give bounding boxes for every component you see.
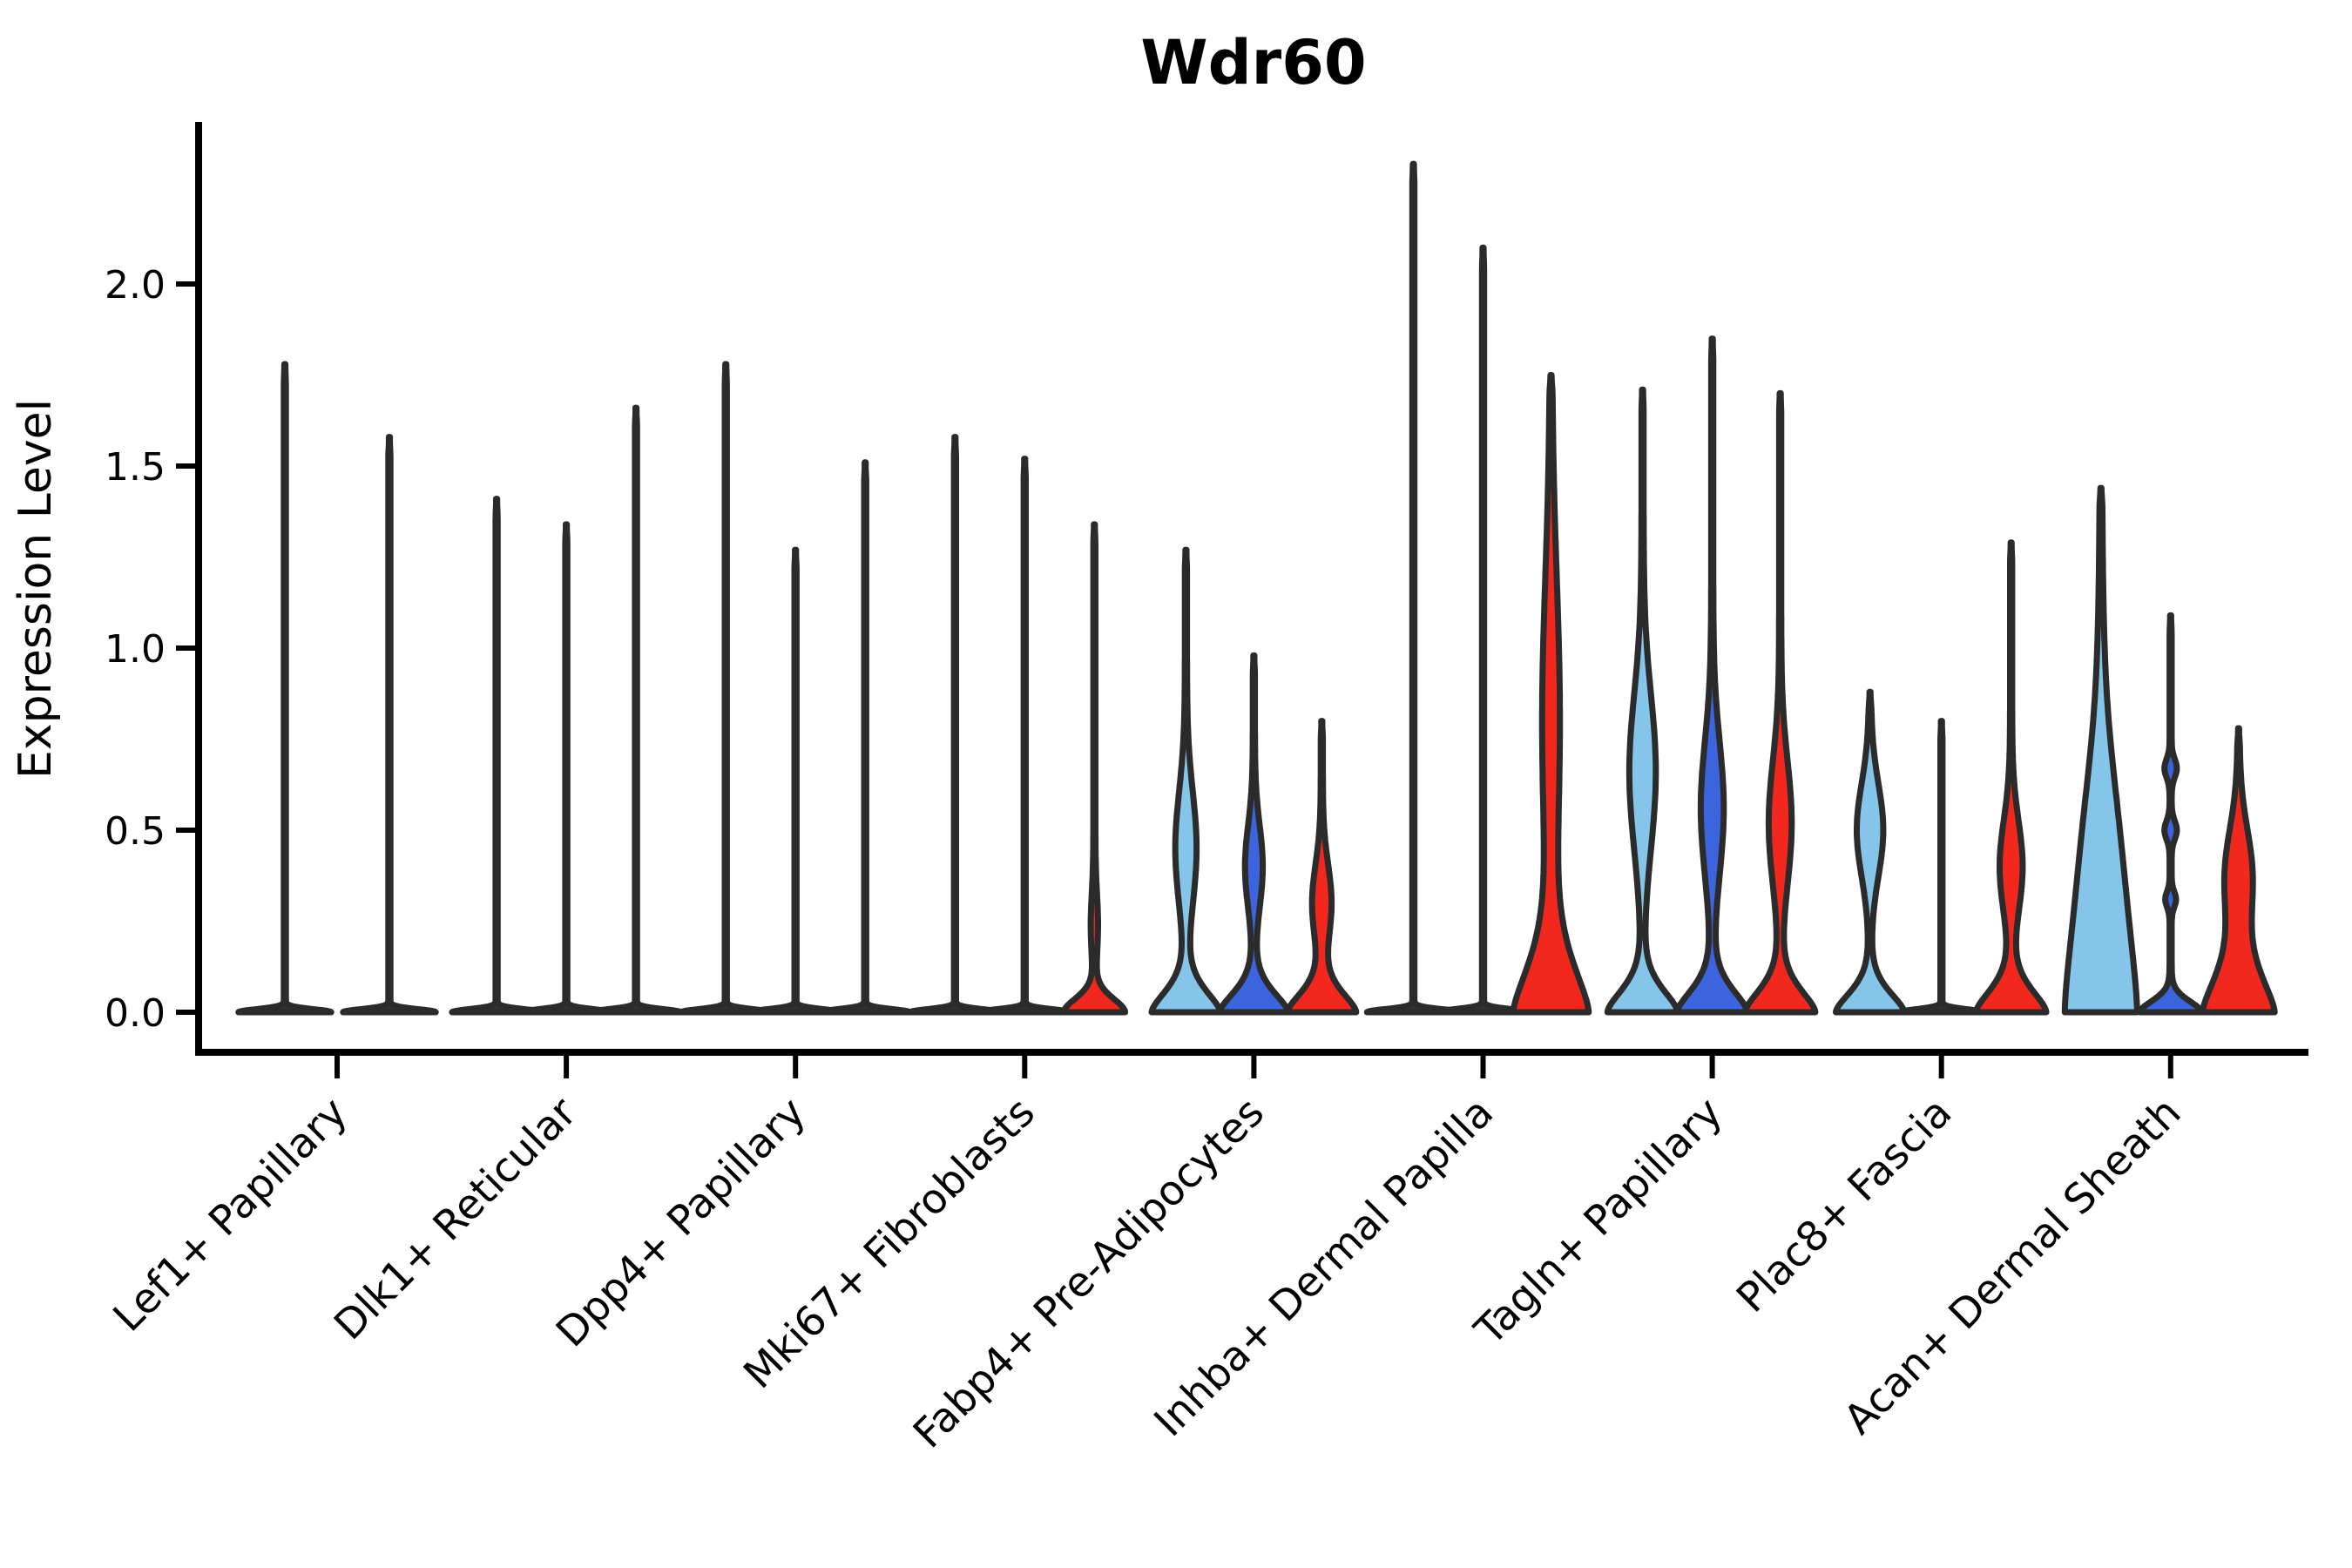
violin-fabp4-pre-adipocytes-1	[1216, 652, 1292, 1016]
x-tick-label: Plac8+ Fascia	[1727, 1089, 1961, 1322]
x-tick-label: Tagln+ Papillary	[1465, 1089, 1732, 1355]
y-axis-label: Expression Level	[10, 399, 62, 779]
x-tick-label: Lef1+ Papillary	[105, 1089, 357, 1342]
violin-acan-dermal-sheath-0	[2061, 484, 2140, 1016]
violin-plac8-fascia-2	[1972, 539, 2050, 1016]
violin-mki67-fibroblasts-0	[907, 434, 1003, 1016]
x-tick-label: Dpp4+ Papillary	[547, 1089, 815, 1357]
violin-layer	[235, 160, 2278, 1016]
violin-mki67-fibroblasts-1	[977, 456, 1072, 1016]
chart-title: Wdr60	[1140, 27, 1366, 98]
y-tick-label: 1.5	[105, 445, 166, 490]
violin-dpp4-papillary-2	[817, 459, 913, 1016]
violin-mki67-fibroblasts-2	[1060, 521, 1129, 1016]
violin-dlk1-reticular-1	[518, 521, 614, 1016]
violin-dpp4-papillary-1	[747, 546, 843, 1016]
y-tick-label: 0.0	[105, 991, 166, 1036]
violin-inhba-dermal-papilla-1	[1433, 244, 1533, 1016]
violin-fabp4-pre-adipocytes-0	[1148, 546, 1224, 1016]
violin-tagln-papillary-2	[1741, 389, 1819, 1016]
violin-dpp4-papillary-0	[678, 361, 774, 1016]
violin-dlk1-reticular-2	[588, 404, 684, 1016]
violin-acan-dermal-sheath-2	[2199, 725, 2278, 1016]
y-tick-label: 2.0	[105, 263, 166, 308]
y-tick-label: 0.5	[105, 809, 166, 854]
y-tick-label: 1.0	[105, 627, 166, 672]
violin-plac8-fascia-1	[1898, 718, 1985, 1016]
violin-inhba-dermal-papilla-2	[1510, 372, 1592, 1016]
violin-lef1-papillary-1	[340, 434, 439, 1016]
violin-fabp4-pre-adipocytes-2	[1284, 718, 1360, 1016]
x-tick-label: Dlk1+ Reticular	[325, 1088, 586, 1349]
violin-lef1-papillary-0	[235, 361, 335, 1016]
violin-dlk1-reticular-0	[449, 496, 544, 1016]
violin-plac8-fascia-0	[1833, 688, 1908, 1016]
violin-inhba-dermal-papilla-0	[1363, 160, 1463, 1016]
axes-layer	[176, 122, 2308, 1078]
violin-tagln-papillary-0	[1604, 386, 1681, 1016]
violin-tagln-papillary-1	[1673, 335, 1751, 1016]
violin-acan-dermal-sheath-1	[2137, 612, 2205, 1016]
